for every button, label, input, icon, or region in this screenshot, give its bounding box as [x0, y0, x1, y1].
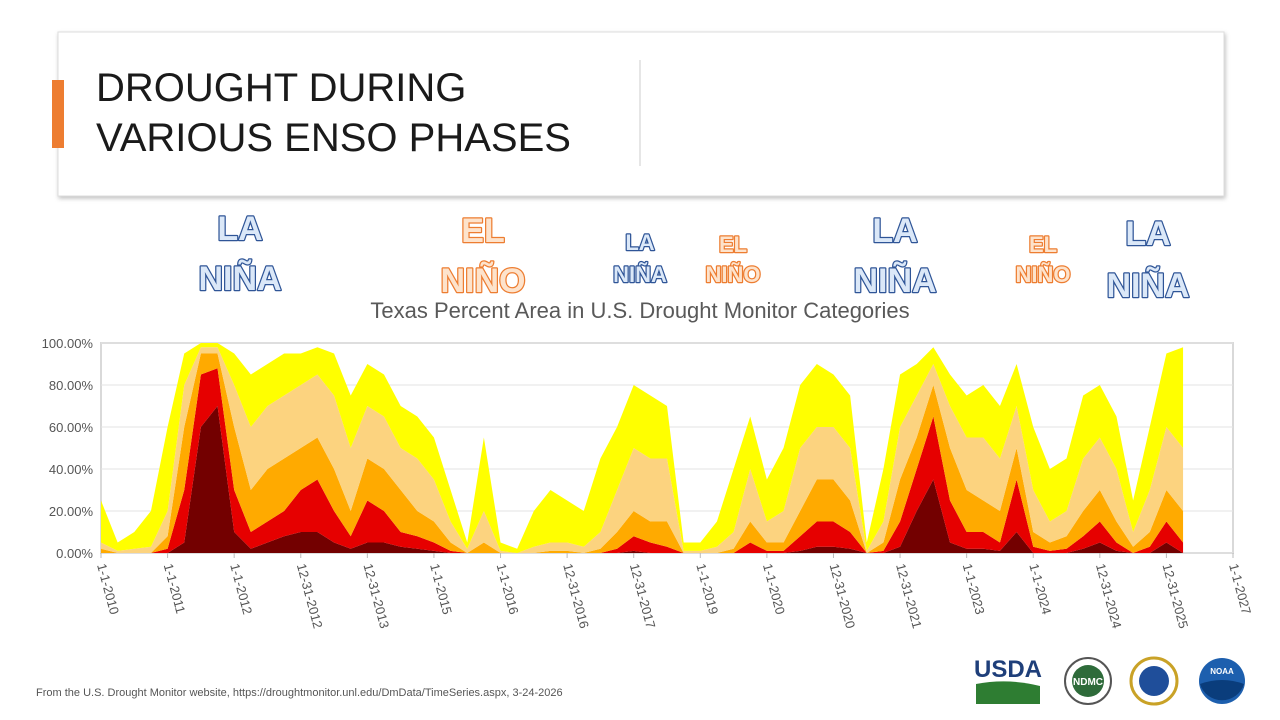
logo-shape	[1072, 665, 1104, 697]
x-tick-label: 1-1-2010	[94, 562, 122, 616]
footer: From the U.S. Drought Monitor website, h…	[36, 687, 563, 699]
accent-bar	[52, 80, 64, 148]
x-tick-label: 12-31-2013	[360, 562, 392, 630]
logo-ndmc: NDMC	[1073, 677, 1103, 688]
chart-title: Texas Percent Area in U.S. Drought Monit…	[370, 298, 909, 323]
enso-label: LA	[1125, 215, 1170, 253]
area	[101, 368, 1184, 553]
enso-label: EL	[461, 212, 504, 250]
x-tick-label: 12-31-2025	[1160, 562, 1192, 630]
x-tick-label: 12-31-2020	[827, 562, 859, 630]
logo-usda: USDA	[974, 656, 1042, 683]
enso-label: NIÑA	[1106, 267, 1189, 305]
enso-label: NIÑA	[853, 262, 936, 300]
x-tick-label: 1-1-2012	[227, 562, 255, 616]
x-tick-label: 1-1-2016	[494, 562, 522, 616]
area	[101, 347, 1184, 553]
area	[101, 343, 1184, 553]
enso-label: EL	[1029, 232, 1057, 257]
x-tick-label: 1-1-2027	[1226, 562, 1254, 616]
enso-label: NIÑA	[613, 262, 667, 287]
x-tick-label: 12-31-2024	[1093, 562, 1125, 630]
y-tick-label: 60.00%	[49, 420, 94, 435]
area	[101, 406, 1184, 553]
slide-title: DROUGHT DURING	[96, 66, 466, 110]
enso-label: NIÑO	[441, 262, 526, 300]
enso-label: EL	[719, 232, 747, 257]
y-tick-label: 0.00%	[56, 546, 93, 561]
enso-label: LA	[625, 230, 654, 255]
area	[101, 353, 1184, 553]
x-tick-label: 1-1-2011	[161, 562, 189, 615]
y-tick-label: 100.00%	[42, 336, 94, 351]
logo-noaa: NOAA	[1210, 667, 1234, 676]
title-box	[57, 31, 1225, 197]
logos: USDA NDMC NOAA	[974, 656, 1245, 706]
enso-label: NIÑO	[706, 262, 761, 287]
enso-label: NIÑO	[1016, 262, 1071, 287]
x-tick-label: 1-1-2024	[1026, 562, 1054, 616]
x-tick-label: 1-1-2020	[760, 562, 788, 616]
y-tick-label: 80.00%	[49, 378, 94, 393]
x-tick-label: 1-1-2015	[427, 562, 455, 616]
logo-shape	[1200, 680, 1244, 701]
x-tick-label: 12-31-2017	[627, 562, 659, 630]
x-tick-label: 1-1-2023	[960, 562, 988, 616]
x-tick-label: 12-31-2021	[893, 562, 925, 630]
logo-shape	[976, 681, 1040, 704]
x-tick-label: 12-31-2012	[294, 562, 326, 630]
enso-label: LA	[217, 210, 262, 248]
slide-title: VARIOUS ENSO PHASES	[96, 116, 571, 160]
enso-label: LA	[872, 212, 917, 250]
y-tick-label: 40.00%	[49, 462, 94, 477]
logo-shape	[1139, 666, 1169, 696]
x-tick-label: 12-31-2016	[560, 562, 592, 630]
y-tick-label: 20.00%	[49, 504, 94, 519]
enso-label: NIÑA	[198, 260, 281, 298]
x-tick-label: 1-1-2019	[693, 562, 721, 616]
